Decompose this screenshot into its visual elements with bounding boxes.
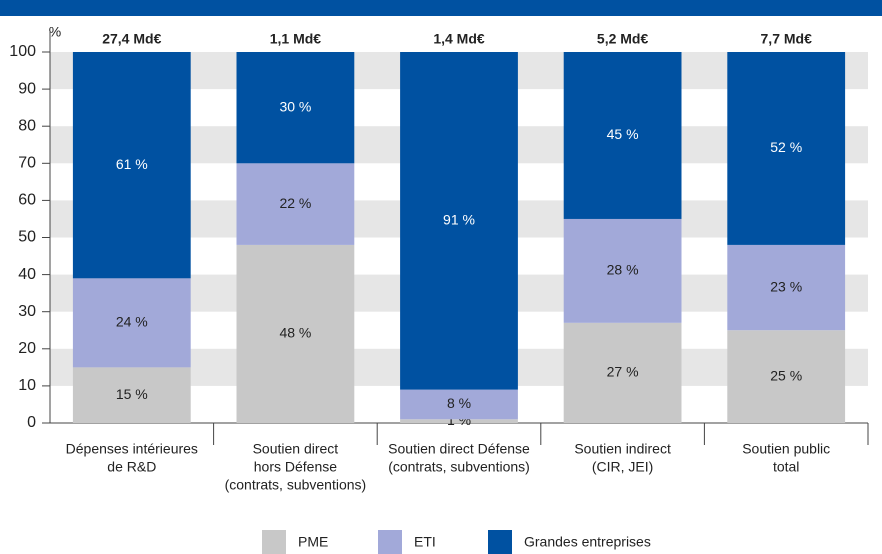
bar-segment: [72, 367, 191, 423]
value-label: 8 %: [447, 395, 471, 411]
x-tick-label: (CIR, JEI): [592, 459, 653, 475]
total-label: 27,4 Md€: [102, 31, 161, 47]
value-label: 22 %: [279, 195, 311, 211]
bar-segment: [236, 244, 355, 423]
y-tick-label: 70: [18, 155, 36, 172]
bar-segment: [400, 419, 518, 423]
y-axis-label: %: [49, 24, 61, 40]
value-label: 28 %: [607, 262, 639, 278]
total-label: 1,1 Md€: [270, 31, 322, 47]
total-label: 7,7 Md€: [761, 31, 813, 47]
value-label: 27 %: [607, 364, 639, 380]
legend-label: ETI: [414, 534, 436, 550]
legend-swatch: [488, 530, 512, 554]
bar-segment: [72, 52, 191, 279]
x-tick-label: Soutien indirect: [574, 441, 671, 457]
value-label: 15 %: [116, 386, 148, 402]
top-banner: [0, 0, 882, 16]
bar-segment: [400, 52, 518, 390]
value-label: 52 %: [770, 139, 802, 155]
x-tick-label: (contrats, subventions): [225, 477, 367, 493]
value-label: 30 %: [279, 98, 311, 114]
y-tick-label: 100: [9, 43, 36, 60]
bar-segment: [727, 52, 846, 245]
bar-segment: [563, 52, 682, 219]
legend-swatch: [378, 530, 402, 554]
value-label: 91 %: [443, 212, 475, 228]
y-tick-label: 60: [18, 192, 36, 209]
y-tick-label: 10: [18, 377, 36, 394]
x-tick-label: total: [773, 459, 799, 475]
y-tick-label: 30: [18, 303, 36, 320]
total-label: 5,2 Md€: [597, 31, 649, 47]
x-tick-label: Soutien direct: [253, 441, 339, 457]
x-tick-label: Dépenses intérieures: [66, 441, 198, 457]
legend-swatch: [262, 530, 286, 554]
legend-label: Grandes entreprises: [524, 534, 651, 550]
bar-segment: [727, 244, 846, 331]
bar-segment: [727, 330, 846, 423]
value-label: 45 %: [607, 126, 639, 142]
value-label: 23 %: [770, 278, 802, 294]
y-tick-label: 50: [18, 229, 36, 246]
value-label: 48 %: [279, 325, 311, 341]
y-tick-label: 90: [18, 80, 36, 97]
bar-segment: [400, 389, 518, 420]
x-tick-label: hors Défense: [254, 459, 337, 475]
legend-label: PME: [298, 534, 328, 550]
bar-segment: [236, 163, 355, 245]
x-tick-label: (contrats, subventions): [388, 459, 530, 475]
bar-segment: [563, 218, 682, 323]
y-tick-label: 20: [18, 340, 36, 357]
bar-segment: [236, 52, 355, 164]
value-label: 24 %: [116, 314, 148, 330]
bar-segment: [563, 322, 682, 423]
bar-segment: [72, 278, 191, 368]
y-tick-label: 80: [18, 117, 36, 134]
y-tick-label: 0: [27, 414, 36, 431]
y-tick-label: 40: [18, 266, 36, 283]
x-tick-label: Soutien direct Défense: [388, 441, 530, 457]
total-label: 1,4 Md€: [433, 31, 485, 47]
x-tick-label: de R&D: [107, 459, 156, 475]
value-label: 25 %: [770, 367, 802, 383]
x-tick-label: Soutien public: [742, 441, 830, 457]
value-label: 61 %: [116, 156, 148, 172]
